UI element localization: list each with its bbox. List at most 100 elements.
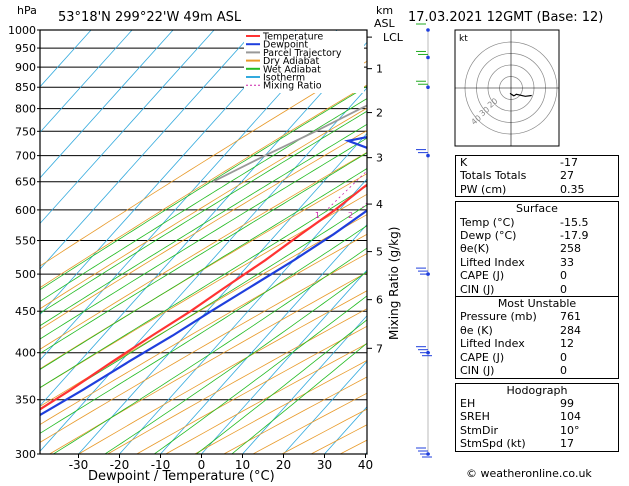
row-label: StmDir — [460, 423, 499, 437]
wind-barb-dot — [426, 85, 430, 90]
dry-adiabat — [40, 84, 367, 289]
row-value: 0 — [560, 269, 567, 283]
isotherm — [40, 30, 174, 179]
x-tick-label: 10 — [235, 458, 250, 472]
row-label: θe(K) — [460, 242, 490, 256]
mixing-ratio-label: 1 — [315, 211, 320, 220]
pressure-tick-label: 1000 — [8, 24, 36, 37]
unstable-title: Most Unstable — [497, 297, 577, 311]
row-value: -15.5 — [560, 215, 589, 229]
table-row: CIN (J) 0 — [456, 283, 618, 296]
km-tick-label: 6 — [376, 294, 383, 307]
table-row: PW (cm) 0.35 — [456, 183, 618, 196]
row-label: CAPE (J) — [460, 350, 505, 364]
table-row: Pressure (mb) 761 — [456, 310, 618, 323]
isotherm — [40, 30, 133, 133]
row-value: 284 — [560, 323, 581, 337]
isotherm — [40, 30, 297, 316]
x-axis-label: Dewpoint / Temperature (°C) — [88, 469, 275, 484]
dry-adiabat — [136, 325, 367, 454]
pressure-tick-label: 300 — [15, 448, 36, 461]
wet-adiabat — [40, 225, 367, 434]
km-tick-label: 3 — [376, 152, 383, 165]
row-label: Dewp (°C) — [460, 229, 517, 243]
hodograph-trace — [509, 92, 532, 97]
km-tick-label: 7 — [376, 342, 383, 355]
wet-adiabat — [40, 168, 367, 371]
axes: 1 230035040045050055060065070075080085090… — [8, 24, 404, 472]
pressure-tick-label: 950 — [15, 42, 36, 55]
series-temperature — [40, 183, 367, 411]
x-tick-label: 0 — [198, 458, 206, 472]
isotherm — [40, 41, 367, 407]
pressure-tick-label: 750 — [15, 125, 36, 138]
isotherm — [40, 30, 338, 361]
mixing-ratio-label: 2 — [348, 211, 353, 220]
table-row: K -17 — [456, 156, 618, 169]
wet-adiabat — [40, 110, 367, 314]
row-value: -17.9 — [560, 229, 589, 243]
isotherm — [160, 223, 367, 454]
isotherm — [78, 132, 367, 454]
km-tick-label: 5 — [376, 246, 383, 259]
row-label: SREH — [460, 410, 490, 424]
indices-panel: K -17 Totals Totals 27 PW (cm) 0.35 Surface T… — [455, 155, 619, 452]
table-row: Totals Totals 27 — [456, 169, 618, 182]
table-row: θe(K) 258 — [456, 242, 618, 255]
dry-adiabat — [40, 253, 367, 443]
series-lines — [40, 104, 367, 417]
pressure-tick-label: 800 — [15, 103, 36, 116]
table-row: θe (K) 284 — [456, 324, 618, 337]
row-value: 33 — [560, 255, 574, 269]
table-row: CAPE (J) 0 — [456, 351, 618, 364]
km-tick-label: 2 — [376, 107, 383, 120]
hodograph-box: Hodograph EH 99 SREH 104 StmDir 10° StmSpd (kt… — [455, 382, 619, 452]
km-tick-label: 4 — [376, 198, 383, 211]
isotherm — [40, 87, 367, 452]
row-value: 104 — [560, 410, 581, 424]
legend-box — [244, 31, 364, 93]
row-label: StmSpd (kt) — [460, 437, 526, 451]
pressure-tick-label: 550 — [15, 235, 36, 248]
isotherm — [119, 178, 367, 454]
legend-label: Parcel Trajectory — [263, 48, 342, 59]
legend-label: Mixing Ratio — [263, 81, 322, 92]
table-row: StmSpd (kt) 17 — [456, 437, 618, 450]
km-tick-label: 1 — [376, 63, 383, 76]
series-dewpoint — [40, 136, 367, 417]
series-parcel-trajectory — [212, 104, 367, 183]
wet-adiabat — [40, 98, 367, 302]
row-label: Totals Totals — [460, 169, 527, 183]
pressure-tick-label: 450 — [15, 305, 36, 318]
isotherm — [40, 30, 256, 270]
pressure-tick-label: 850 — [15, 81, 36, 94]
x-tick-label: -30 — [69, 458, 89, 472]
row-value: 10° — [560, 423, 580, 437]
indices-box: K -17 Totals Totals 27 PW (cm) 0.35 — [455, 155, 619, 198]
wet-adiabat — [40, 123, 367, 327]
table-row: SREH 104 — [456, 410, 618, 423]
wind-barb-dot — [426, 28, 430, 32]
pressure-tick-label: 350 — [15, 394, 36, 407]
row-value: 0 — [560, 350, 567, 364]
km-tick-label: LCL — [383, 31, 404, 44]
isotherm — [283, 360, 367, 454]
wind-barbs — [416, 23, 432, 458]
dry-adiabat — [40, 60, 367, 267]
row-label: Temp (°C) — [460, 215, 515, 229]
pressure-tick-label: 700 — [15, 150, 36, 163]
row-label: EH — [460, 396, 476, 410]
legend-label: Temperature — [262, 32, 323, 43]
legend-label: Isotherm — [263, 73, 305, 84]
isotherm — [201, 269, 367, 454]
hpa-unit: hPa — [17, 4, 37, 17]
row-value: 258 — [560, 242, 581, 256]
wet-adiabat — [196, 319, 367, 454]
wet-adiabat — [104, 271, 367, 454]
dry-adiabat — [40, 193, 367, 389]
pressure-tick-label: 650 — [15, 176, 36, 189]
km-unit: km — [376, 4, 393, 17]
pressure-tick-label: 400 — [15, 347, 36, 360]
